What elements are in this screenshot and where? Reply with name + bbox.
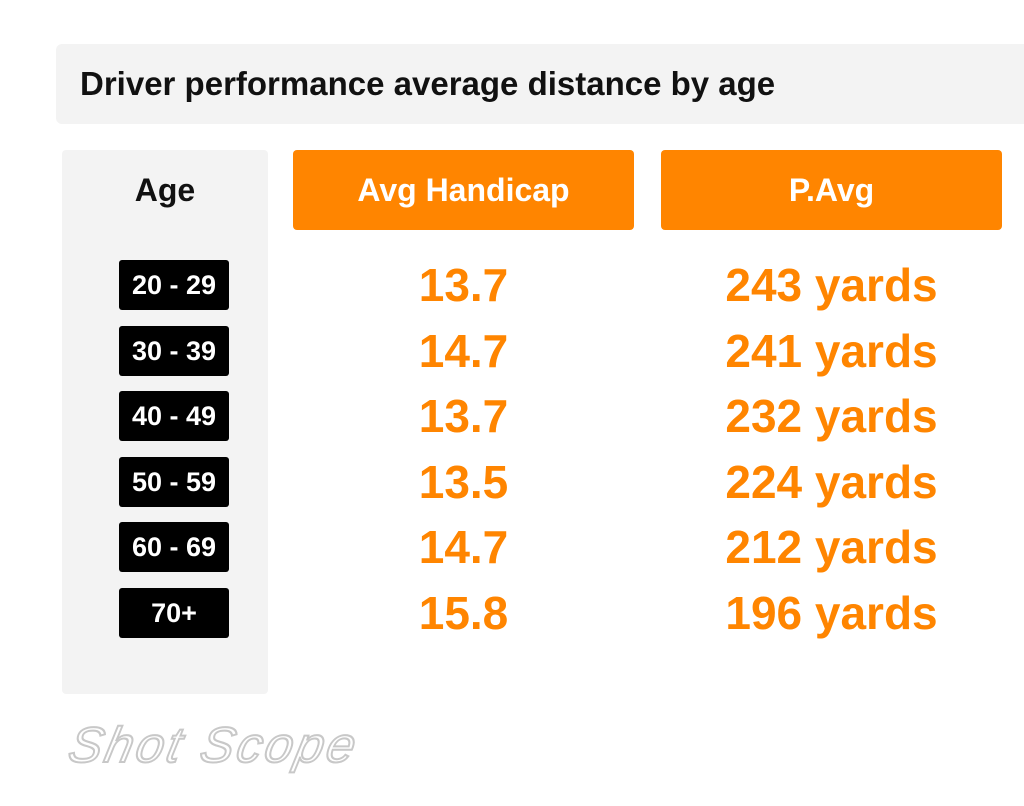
chart-title: Driver performance average distance by a… <box>80 65 776 102</box>
avg-handicap-value: 15.8 <box>418 587 509 639</box>
age-badge: 20 - 29 <box>119 260 229 310</box>
age-badge: 40 - 49 <box>119 391 229 442</box>
p-avg-value: 241 yards <box>725 324 938 377</box>
age-badge: 70+ <box>119 588 229 638</box>
age-badge: 30 - 39 <box>119 325 229 376</box>
p-avg-column-header: P.Avg <box>661 150 1002 230</box>
avg-handicap-value: 13.7 <box>418 259 509 311</box>
avg-handicap-value: 13.7 <box>418 390 509 443</box>
age-badge: 60 - 69 <box>119 522 229 573</box>
avg-handicap-value: 14.7 <box>418 324 509 377</box>
svg-text:Shot Scope: Shot Scope <box>64 717 364 773</box>
p-avg-value: 212 yards <box>725 521 938 574</box>
avg-handicap-value: 14.7 <box>418 521 509 574</box>
avg-handicap-value: 13.5 <box>418 455 509 508</box>
age-badge: 50 - 59 <box>119 456 229 507</box>
p-avg-value: 224 yards <box>725 455 938 508</box>
shot-scope-logo: Shot Scope <box>63 716 365 774</box>
age-column-header: Age <box>134 172 196 208</box>
p-avg-value: 196 yards <box>725 587 938 639</box>
p-avg-value: 232 yards <box>725 390 938 443</box>
p-avg-value: 243 yards <box>725 259 938 311</box>
title-bar: Driver performance average distance by a… <box>56 44 1024 124</box>
avg-handicap-column-header: Avg Handicap <box>293 150 634 230</box>
